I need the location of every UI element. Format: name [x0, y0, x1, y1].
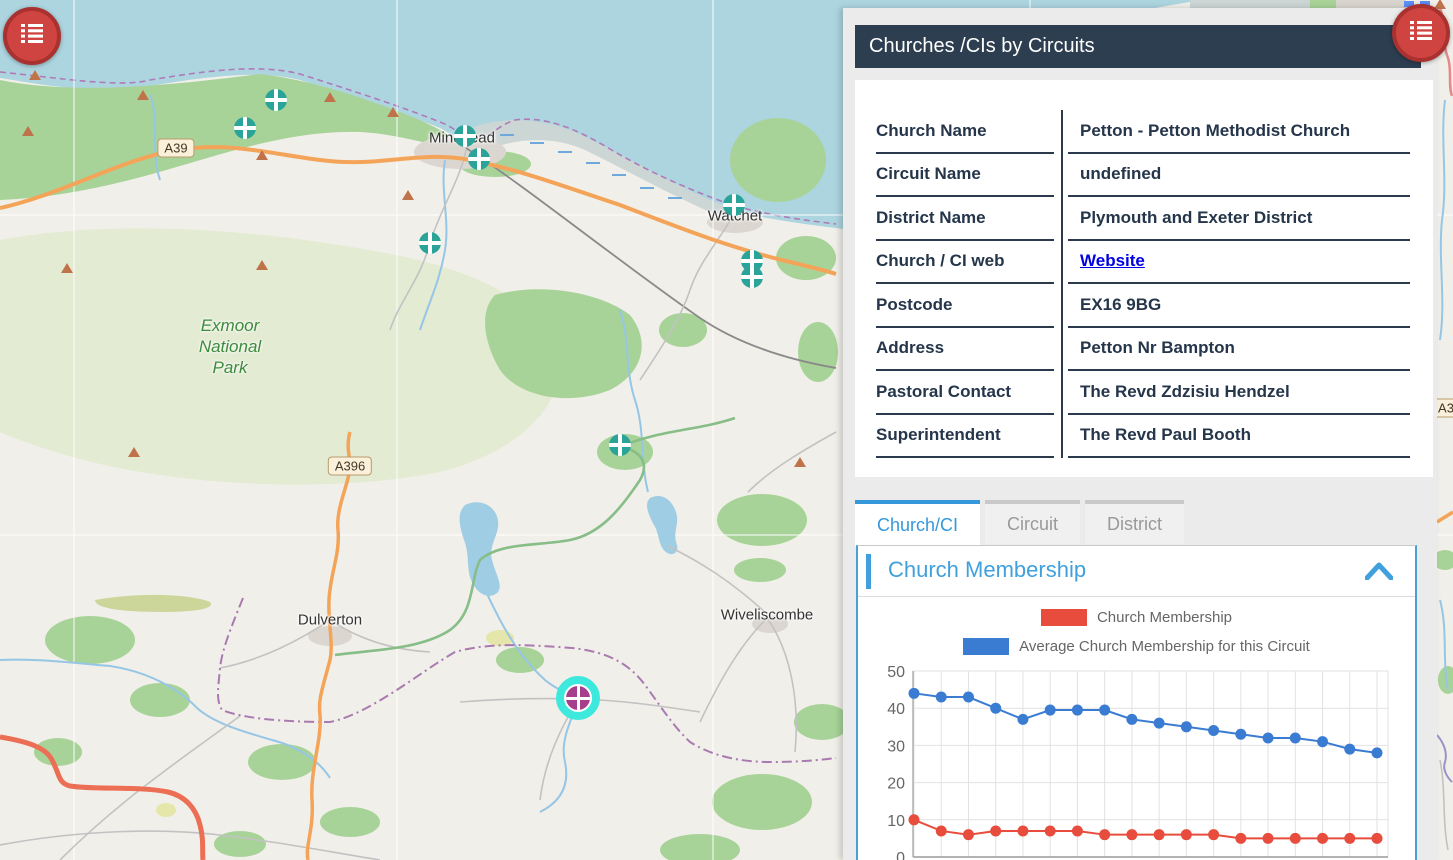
peak-icon: [29, 70, 41, 80]
table-column-divider: [1061, 110, 1063, 458]
svg-text:0: 0: [896, 850, 905, 860]
peak-icon: [324, 92, 336, 102]
table-value: Petton - Petton Methodist Church: [1068, 110, 1410, 154]
tab-bar: Church/CICircuitDistrict: [855, 500, 1184, 546]
park-label-line: Exmoor: [201, 316, 260, 336]
list-icon: [21, 24, 43, 48]
peak-icon: [794, 457, 806, 467]
church-info-table: Church Name Petton - Petton Methodist Chu…: [876, 110, 1410, 458]
town-label: Dulverton: [298, 612, 362, 629]
peak-icon: [128, 447, 140, 457]
table-label: District Name: [876, 197, 1054, 241]
details-panel: Churches /CIs by Circuits Church Name Pet…: [843, 8, 1437, 860]
park-label-line: National: [199, 337, 261, 357]
church-marker-icon[interactable]: [741, 266, 763, 288]
peak-icon: [137, 90, 149, 100]
tab-district[interactable]: District: [1085, 500, 1184, 544]
table-label: Pastoral Contact: [876, 371, 1054, 415]
table-row: Circuit Name undefined: [876, 154, 1410, 198]
panel-title: Churches /CIs by Circuits: [855, 25, 1421, 68]
table-value: Website: [1068, 241, 1410, 285]
town-label: Wiveliscombe: [721, 607, 814, 624]
church-marker-icon[interactable]: [468, 148, 490, 170]
peak-icon: [256, 150, 268, 160]
peak-icon: [22, 126, 34, 136]
table-label: Circuit Name: [876, 154, 1054, 198]
peak-icon: [61, 263, 73, 273]
church-marker-icon[interactable]: [723, 194, 745, 216]
table-label: Church Name: [876, 110, 1054, 154]
table-value: Petton Nr Bampton: [1068, 328, 1410, 372]
chart-accent-bar: [866, 554, 871, 589]
tab-church-ci[interactable]: Church/CI: [855, 500, 980, 546]
chart-title: Church Membership: [888, 557, 1086, 583]
chart-header[interactable]: Church Membership: [858, 546, 1415, 597]
road-badge: A39: [157, 139, 194, 158]
svg-text:10: 10: [887, 813, 905, 830]
table-row: Address Petton Nr Bampton: [876, 328, 1410, 372]
table-row: Church / CI web Website: [876, 241, 1410, 285]
church-marker-icon[interactable]: [454, 125, 476, 147]
church-marker-icon[interactable]: [234, 117, 256, 139]
peak-icon: [387, 107, 399, 117]
chevron-up-icon[interactable]: [1365, 562, 1393, 585]
peak-icon: [402, 190, 414, 200]
table-row: Church Name Petton - Petton Methodist Chu…: [876, 110, 1410, 154]
membership-line-chart: 0 10 20 30 40 50: [858, 598, 1415, 860]
table-value: The Revd Paul Booth: [1068, 415, 1410, 459]
table-value: undefined: [1068, 154, 1410, 198]
svg-text:50: 50: [887, 664, 905, 681]
park-label-line: Park: [213, 358, 248, 378]
church-marker-icon[interactable]: [609, 434, 631, 456]
table-row: District Name Plymouth and Exeter Distric…: [876, 197, 1410, 241]
road-badge: A396: [328, 457, 372, 476]
menu-button-left[interactable]: [3, 7, 61, 65]
table-label: Postcode: [876, 284, 1054, 328]
table-value: The Revd Zdzisiu Hendzel: [1068, 371, 1410, 415]
tab-circuit[interactable]: Circuit: [985, 500, 1080, 544]
svg-text:30: 30: [887, 738, 905, 755]
selected-church-marker-icon[interactable]: [556, 676, 600, 720]
church-info-card: Church Name Petton - Petton Methodist Chu…: [855, 80, 1433, 477]
table-value: EX16 9BG: [1068, 284, 1410, 328]
chart-card: Church Membership Church Membership Aver…: [856, 545, 1417, 860]
menu-button-right[interactable]: [1392, 4, 1450, 62]
list-icon: [1410, 21, 1432, 45]
table-label: Superintendent: [876, 415, 1054, 459]
svg-text:40: 40: [887, 701, 905, 718]
table-label: Church / CI web: [876, 241, 1054, 285]
peak-icon: [256, 260, 268, 270]
table-row: Pastoral Contact The Revd Zdzisiu Hendzel: [876, 371, 1410, 415]
table-row: Postcode EX16 9BG: [876, 284, 1410, 328]
table-value: Plymouth and Exeter District: [1068, 197, 1410, 241]
table-label: Address: [876, 328, 1054, 372]
website-link[interactable]: Website: [1080, 251, 1145, 271]
church-marker-icon[interactable]: [265, 89, 287, 111]
svg-text:20: 20: [887, 776, 905, 793]
table-row: Superintendent The Revd Paul Booth: [876, 415, 1410, 459]
church-marker-icon[interactable]: [419, 232, 441, 254]
